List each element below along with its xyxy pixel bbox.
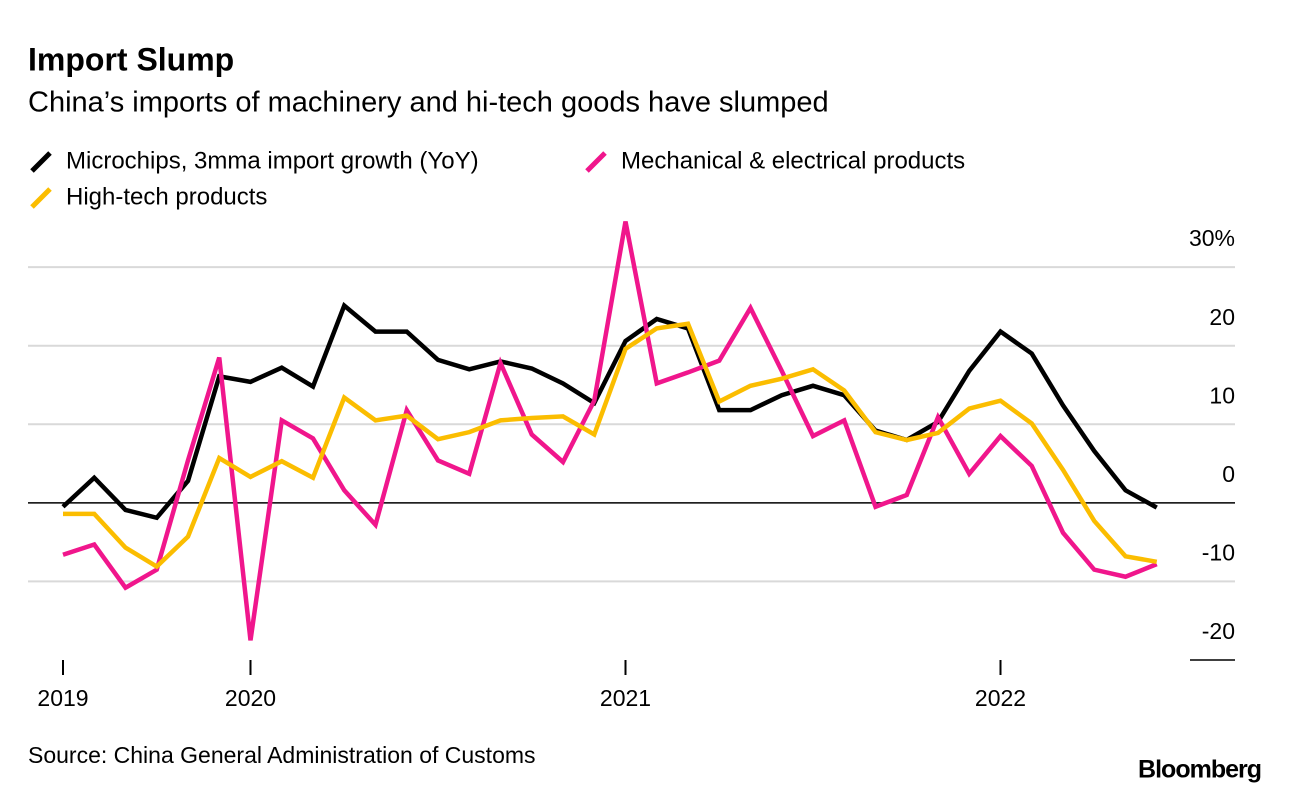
chart-subtitle: China’s imports of machinery and hi-tech… <box>28 87 829 119</box>
legend-swatch <box>30 151 52 173</box>
legend-label: Mechanical & electrical products <box>621 147 965 174</box>
brand: Bloomberg <box>1138 756 1261 784</box>
x-tick-label: 2022 <box>975 685 1026 711</box>
chart-title: Import Slump <box>28 41 234 77</box>
legend-swatch <box>585 151 607 173</box>
y-tick-label: 10 <box>1209 382 1235 408</box>
x-tick-label: 2021 <box>600 685 651 711</box>
x-tick-label: 2019 <box>37 685 88 711</box>
y-tick-label: -20 <box>1202 618 1235 644</box>
legend-label: Microchips, 3mma import growth (YoY) <box>66 147 479 174</box>
y-tick-label: 30% <box>1189 225 1235 251</box>
series-line <box>62 221 1158 641</box>
y-tick-label: 20 <box>1209 304 1235 330</box>
legend-swatch <box>30 187 52 209</box>
legend-label: High-tech products <box>66 183 267 210</box>
y-tick-label: -10 <box>1202 540 1235 566</box>
source: Source: China General Administration of … <box>28 742 536 768</box>
x-tick-label: 2020 <box>225 685 276 711</box>
series-line <box>63 321 1158 570</box>
y-tick-label: 0 <box>1222 461 1235 487</box>
series-line <box>61 301 1158 521</box>
